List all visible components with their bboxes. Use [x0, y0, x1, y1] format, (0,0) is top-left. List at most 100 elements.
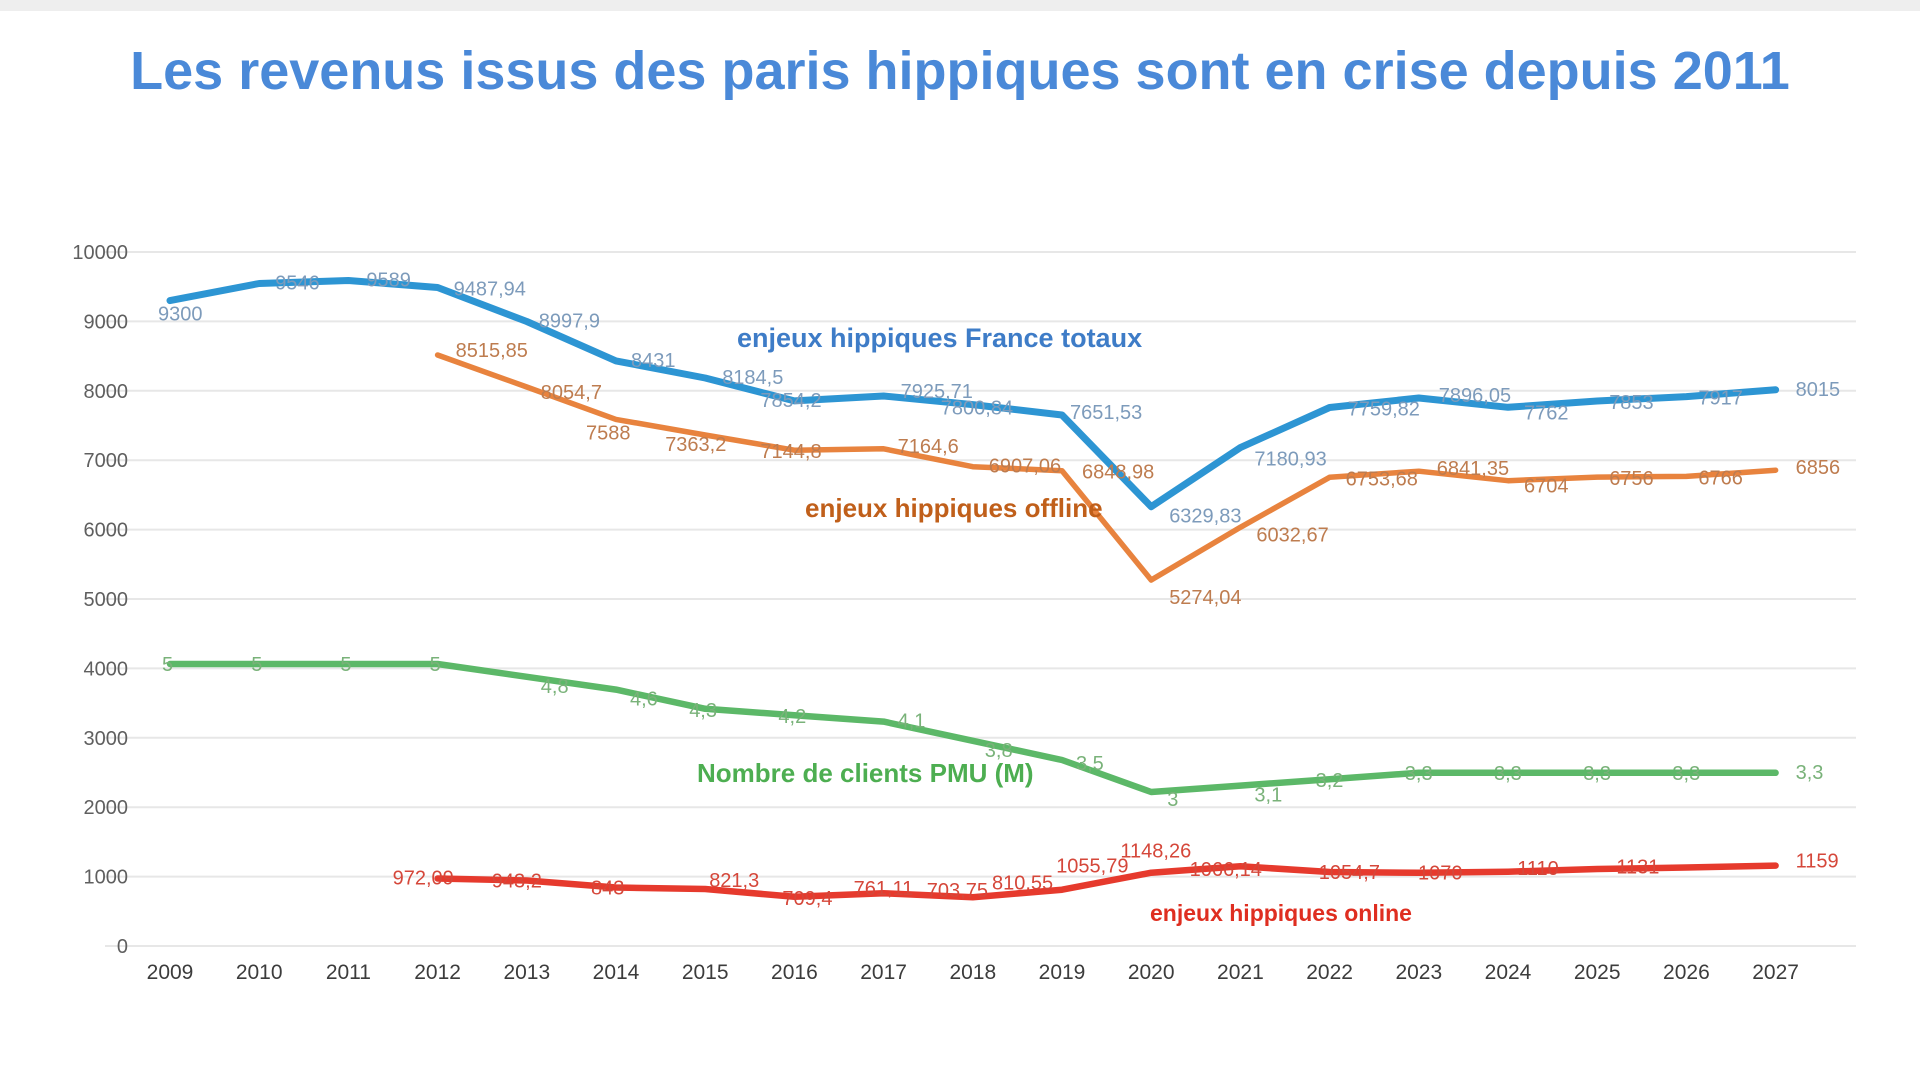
data-label: 761,11 [854, 878, 914, 900]
y-axis-labels: 0 1000 2000 3000 4000 5000 6000 7000 8000 9000 100… [72, 242, 128, 958]
x-tick-label: 2026 [1663, 961, 1710, 984]
data-label: 6856 [1796, 457, 1841, 479]
series-legend-0: enjeux hippiques France totaux [737, 323, 1142, 353]
data-label: 5 [430, 654, 441, 676]
x-tick-label: 2017 [860, 961, 907, 984]
data-label: 7651,53 [1070, 402, 1142, 424]
series-data-labels-3: 972,09 943,2 843 821,3 709,4 761,11 703,75 810,… [393, 840, 1839, 909]
data-label: 3,1 [1254, 785, 1282, 807]
data-label: 5274,04 [1169, 587, 1241, 609]
data-label: 6756 [1609, 468, 1654, 490]
x-tick-label: 2023 [1395, 961, 1442, 984]
x-tick-label: 2024 [1485, 961, 1532, 984]
data-label: 8054,7 [541, 382, 602, 404]
data-label: 6329,83 [1169, 506, 1241, 528]
y-tick-label: 3000 [84, 728, 129, 750]
data-label: 5 [340, 654, 351, 676]
data-label: 7144,8 [760, 441, 821, 463]
data-label: 7363,2 [665, 434, 726, 456]
x-tick-label: 2012 [414, 961, 461, 984]
data-label: 703,75 [927, 880, 988, 902]
y-tick-label: 5000 [84, 589, 129, 611]
series-line-3 [434, 862, 1779, 901]
data-label: 6841,35 [1437, 458, 1509, 480]
data-label: 7854,2 [760, 390, 821, 412]
series-legend-label: Nombre de clients PMU (M) [697, 758, 1034, 788]
data-label: 8015 [1796, 379, 1841, 401]
y-tick-label: 2000 [84, 797, 129, 819]
y-tick-label: 4000 [84, 658, 129, 680]
data-label: 6704 [1524, 476, 1569, 498]
data-label: 6766 [1698, 467, 1743, 489]
data-label: 1070 [1418, 863, 1463, 885]
data-label: 1055,79 [1056, 856, 1128, 878]
x-axis-labels: 2009 2010 2011 2012 2013 2014 2015 2016 2017 2018… [147, 961, 1799, 984]
y-tick-label: 7000 [84, 450, 129, 472]
data-label: 4,8 [541, 676, 569, 698]
window-top-strip [0, 0, 1920, 11]
data-label: 3,3 [1796, 762, 1824, 784]
data-label: 5 [162, 654, 173, 676]
data-label: 7164,6 [898, 436, 959, 458]
data-label: 7762 [1524, 402, 1569, 424]
series-line-1 [434, 352, 1779, 583]
data-label: 1110 [1517, 858, 1559, 880]
data-label: 3,2 [1316, 770, 1344, 792]
data-label: 1131 [1616, 857, 1659, 879]
data-label: 3,3 [1583, 763, 1611, 785]
data-label: 8515,85 [456, 340, 528, 362]
data-label: 7853 [1609, 392, 1654, 414]
data-label: 9487,94 [454, 279, 526, 301]
gridlines [105, 251, 1856, 947]
data-label: 5 [251, 654, 262, 676]
x-tick-label: 2014 [593, 961, 640, 984]
data-label: 810,55 [992, 873, 1053, 895]
x-tick-label: 2027 [1752, 961, 1799, 984]
data-label: 709,4 [782, 888, 832, 910]
data-label: 4,3 [689, 700, 717, 722]
data-label: 7800,84 [941, 398, 1013, 420]
data-label: 821,3 [709, 870, 759, 892]
x-tick-label: 2015 [682, 961, 729, 984]
data-label: 1054,7 [1319, 862, 1380, 884]
series-line-0 [166, 277, 1780, 511]
y-tick-label: 1000 [84, 867, 129, 889]
data-label: 972,09 [393, 868, 454, 890]
data-label: 9546 [275, 273, 320, 295]
data-label: 4,6 [630, 689, 658, 711]
x-tick-label: 2022 [1306, 961, 1353, 984]
x-tick-label: 2009 [147, 961, 194, 984]
series-legend-3: enjeux hippiques online [1150, 900, 1412, 926]
data-label: 4,2 [778, 706, 806, 728]
series-legend-label: enjeux hippiques offline [805, 493, 1103, 523]
x-tick-label: 2018 [949, 961, 996, 984]
data-label: 943,2 [492, 871, 542, 893]
x-tick-label: 2025 [1574, 961, 1621, 984]
data-label: 7925,71 [901, 381, 973, 403]
y-tick-label: 10000 [72, 242, 128, 264]
data-label: 3,3 [1494, 763, 1522, 785]
data-label: 3,8 [985, 740, 1013, 762]
data-label: 3,3 [1672, 763, 1700, 785]
data-label: 7896,05 [1439, 385, 1511, 407]
data-label: 7917 [1698, 388, 1743, 410]
y-tick-label: 6000 [84, 520, 129, 542]
series-legend-1: enjeux hippiques offline [805, 493, 1103, 523]
y-tick-label: 8000 [84, 381, 129, 403]
series-data-labels-2: 5 5 5 5 4,8 4,6 4,3 4,2 4,1 3,8 3,5 3 3,1 3,2 3,3 3,3 3,… [162, 654, 1823, 811]
series-legend-label: enjeux hippiques online [1150, 900, 1412, 926]
x-tick-label: 2019 [1039, 961, 1086, 984]
y-tick-label: 0 [117, 936, 128, 958]
x-tick-label: 2016 [771, 961, 818, 984]
data-label: 9300 [158, 304, 203, 326]
series-legend-label: enjeux hippiques France totaux [737, 323, 1142, 353]
series-line-2 [166, 660, 1779, 796]
data-label: 7180,93 [1254, 449, 1326, 471]
x-tick-label: 2020 [1128, 961, 1175, 984]
data-label: 8431 [631, 350, 676, 372]
series-data-labels-1: 8515,85 8054,7 7588 7363,2 7144,8 7164,6 6907,… [456, 340, 1841, 609]
x-tick-label: 2013 [503, 961, 550, 984]
data-label: 6032,67 [1256, 524, 1328, 546]
data-label: 1066,14 [1190, 859, 1262, 881]
